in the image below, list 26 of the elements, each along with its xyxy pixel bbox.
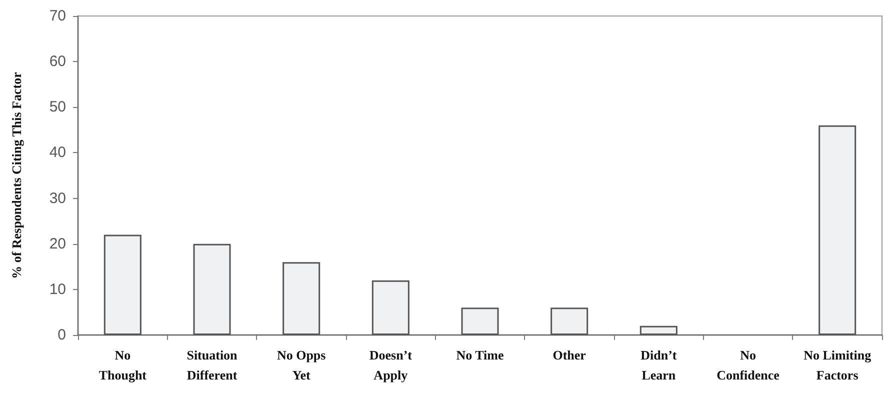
- x-tick-label: Didn’t Learn: [640, 348, 678, 382]
- y-tick-label: 60: [49, 53, 66, 70]
- y-tick-label: 20: [49, 235, 66, 252]
- bar: [372, 280, 410, 335]
- bar: [818, 125, 856, 335]
- x-tick-label: Other: [552, 348, 586, 362]
- bar: [104, 234, 142, 335]
- y-tick-label: 40: [49, 144, 66, 162]
- y-tick-label: 10: [49, 280, 66, 298]
- x-tick-label: No Confidence: [716, 348, 780, 382]
- y-axis-title: % of Respondents Citing This Factor: [9, 72, 24, 279]
- x-tick-label: Doesn’t Apply: [369, 348, 413, 382]
- x-tick-label: No Thought: [98, 348, 148, 382]
- bar: [461, 308, 499, 335]
- bar: [282, 262, 320, 335]
- y-tick-label: 0: [58, 326, 66, 344]
- x-tick-label: No Time: [456, 348, 504, 362]
- bar: [550, 308, 588, 335]
- y-tick-label: 70: [49, 8, 66, 24]
- x-tick-label: No Opps Yet: [276, 348, 326, 382]
- x-tick-label: No Limiting Factors: [804, 348, 872, 382]
- y-tick-label: 30: [49, 190, 66, 207]
- bar: [640, 326, 678, 335]
- x-tick-label: Situation Different: [186, 348, 238, 382]
- y-tick-label: 50: [49, 98, 66, 116]
- bar: [193, 244, 231, 335]
